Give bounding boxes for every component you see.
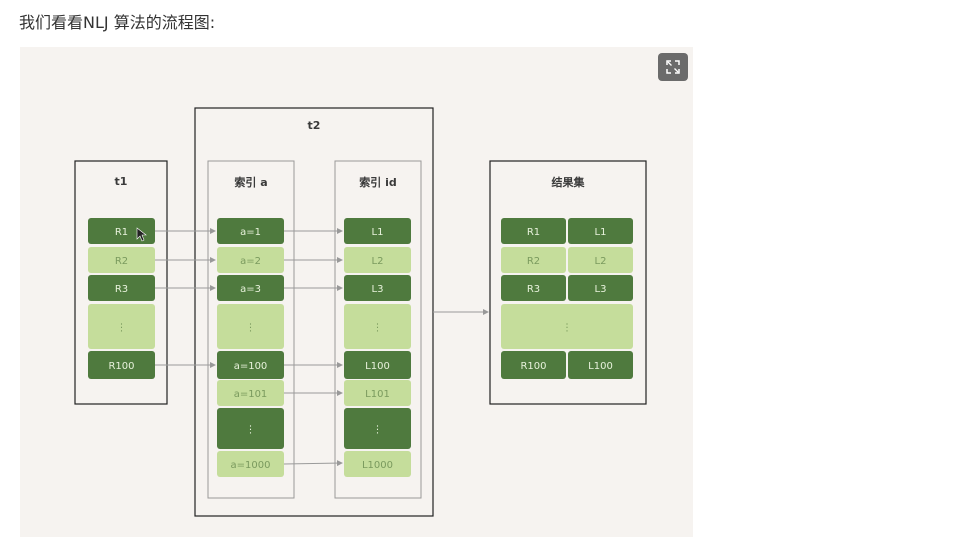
t1-cell: [88, 247, 155, 273]
index-id-title: 索引 id: [359, 175, 396, 189]
expand-button[interactable]: [658, 53, 688, 81]
index-id-cell: [344, 304, 411, 349]
index-a-cell-label: a=1000: [231, 460, 271, 471]
index-id-cell: [344, 247, 411, 273]
result-cell-label: R1: [527, 227, 540, 238]
result-cell: [501, 304, 633, 349]
t1-cell-label: R1: [115, 227, 128, 238]
page-heading: 我们看看NLJ 算法的流程图:: [19, 13, 216, 32]
t1-cell-label: R3: [115, 284, 128, 295]
t2-title: t2: [308, 119, 321, 132]
t1-cell: [88, 304, 155, 349]
t1-cells: R1 R2 R3 ⋮ R100: [88, 218, 155, 379]
result-cell-label: R100: [520, 361, 546, 372]
t1-cell-label: R100: [108, 361, 134, 372]
index-a-cell: [217, 218, 284, 244]
index-id-cell-label: L3: [372, 284, 384, 295]
result-cell-label: ⋮: [562, 323, 572, 334]
result-cell: [568, 247, 633, 273]
t1-box: [74, 160, 168, 405]
index-id-cells: L1 L2 L3 ⋮ L100 L101 ⋮ L1000: [344, 218, 411, 477]
result-cell-label: L3: [595, 284, 607, 295]
index-id-cell: [344, 451, 411, 477]
index-id-cell: [344, 351, 411, 379]
index-id-cell-label: L101: [365, 389, 390, 400]
index-a-cell-label: a=100: [234, 361, 268, 372]
flow-arrow: [283, 460, 343, 467]
index-a-cell: [217, 408, 284, 449]
mouse-cursor-icon: [136, 227, 147, 242]
index-a-cell: [217, 380, 284, 406]
t1-cell: [88, 275, 155, 301]
index-id-cell-label: L1: [372, 227, 384, 238]
index-a-cells: a=1 a=2 a=3 ⋮ a=100 a=101 ⋮ a=1000: [217, 218, 284, 477]
result-cell-label: L1: [595, 227, 607, 238]
index-id-cell: [344, 275, 411, 301]
index-a-cell-label: a=101: [234, 389, 268, 400]
result-cell: [501, 275, 566, 301]
index-id-cell: [344, 218, 411, 244]
result-cell-label: L100: [588, 361, 613, 372]
index-a-cell-label: a=3: [240, 284, 261, 295]
result-cells: R1 L1 R2 L2 R3 L3 ⋮ R100 L100: [501, 218, 633, 379]
arrows: [155, 228, 489, 467]
index-a-cell-label: a=2: [240, 256, 261, 267]
result-cell-label: L2: [595, 256, 607, 267]
index-a-cell: [217, 304, 284, 349]
index-a-cell: [217, 451, 284, 477]
result-cell: [501, 351, 566, 379]
index-a-cell: [217, 275, 284, 301]
index-id-cell-label: L2: [372, 256, 384, 267]
t1-title: t1: [115, 175, 128, 188]
index-id-box: [334, 160, 422, 499]
result-title: 结果集: [551, 175, 586, 189]
index-id-cell-label: ⋮: [373, 323, 383, 334]
result-cell: [568, 218, 633, 244]
result-box: [489, 160, 647, 405]
t1-cell-label: R2: [115, 256, 128, 267]
result-cell-label: R2: [527, 256, 540, 267]
index-id-cell-label: L100: [365, 361, 390, 372]
t1-cell: [88, 351, 155, 379]
index-id-cell-label: ⋮: [373, 425, 383, 436]
index-a-cell: [217, 351, 284, 379]
index-a-box: [207, 160, 295, 499]
index-id-cell: [344, 380, 411, 406]
result-cell: [501, 247, 566, 273]
result-cell: [568, 351, 633, 379]
index-id-cell: [344, 408, 411, 449]
index-a-cell-label: ⋮: [246, 323, 256, 334]
t1-cell-label: ⋮: [117, 323, 127, 334]
result-cell: [501, 218, 566, 244]
index-id-cell-label: L1000: [362, 460, 393, 471]
result-cell: [568, 275, 633, 301]
expand-icon: [666, 60, 680, 74]
index-a-cell-label: ⋮: [246, 425, 256, 436]
index-a-cell: [217, 247, 284, 273]
index-a-title: 索引 a: [234, 175, 267, 189]
index-a-cell-label: a=1: [240, 227, 261, 238]
result-cell-label: R3: [527, 284, 540, 295]
